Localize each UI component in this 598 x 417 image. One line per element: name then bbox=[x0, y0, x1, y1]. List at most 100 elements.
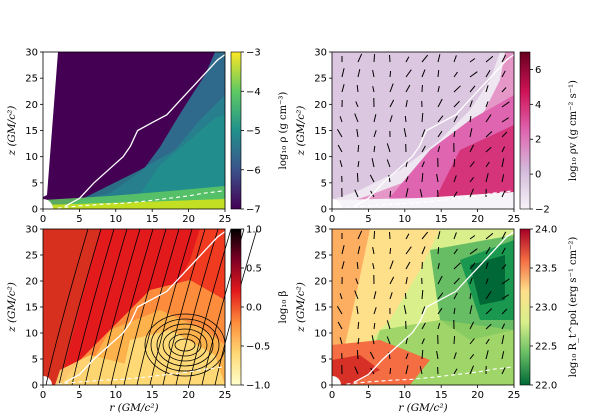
vector-arrow bbox=[437, 130, 443, 138]
vector-arrow bbox=[356, 172, 359, 183]
vector-arrow bbox=[421, 69, 426, 78]
colorbar-gradient bbox=[230, 228, 242, 386]
vector-arrow bbox=[356, 349, 359, 360]
vector-arrow bbox=[453, 71, 458, 78]
disk-contour-dashed bbox=[57, 190, 226, 209]
momentum-map bbox=[322, 52, 514, 219]
vector-arrow bbox=[485, 131, 493, 138]
vector-arrow bbox=[469, 144, 475, 153]
vector-arrow bbox=[405, 365, 409, 375]
vector-arrow bbox=[469, 128, 473, 138]
vector-arrow bbox=[485, 350, 489, 360]
vector-arrow bbox=[501, 278, 510, 285]
vector-arrow bbox=[373, 145, 376, 153]
vector-arrow bbox=[437, 98, 443, 108]
vector-arrow bbox=[421, 246, 426, 255]
vector-arrow bbox=[386, 143, 391, 153]
colorbar-tick-label: 2 bbox=[535, 135, 541, 146]
density-map bbox=[33, 52, 225, 219]
vector-field bbox=[336, 53, 510, 198]
vector-arrow bbox=[453, 352, 457, 360]
colorbar bbox=[519, 51, 531, 210]
y-tick-label: 10 bbox=[25, 152, 38, 163]
vector-arrow bbox=[405, 100, 408, 108]
vector-arrow bbox=[357, 230, 363, 240]
y-tick-label: 30 bbox=[314, 48, 327, 59]
vector-arrow bbox=[501, 190, 506, 198]
vector-arrow bbox=[501, 351, 505, 360]
vector-arrow bbox=[404, 115, 407, 123]
vector-arrow bbox=[339, 293, 343, 300]
vector-arrow bbox=[437, 115, 444, 123]
y-tick-label: 20 bbox=[25, 100, 38, 111]
field-line bbox=[175, 228, 219, 386]
colorbar-tick-label: 0.0 bbox=[246, 303, 262, 314]
y-tick-label: 0 bbox=[321, 381, 327, 392]
vector-field bbox=[336, 230, 510, 375]
field-line bbox=[110, 228, 154, 386]
x-tick-label: 25 bbox=[219, 390, 232, 401]
flux-map bbox=[323, 229, 514, 394]
field-loop bbox=[156, 323, 214, 367]
vector-arrow bbox=[356, 129, 359, 138]
vector-arrow bbox=[336, 129, 343, 138]
photosphere-contour-solid bbox=[353, 54, 515, 207]
x-axis-label: r (GM/c²) bbox=[398, 402, 447, 414]
y-tick-label: 30 bbox=[25, 225, 38, 236]
y-tick-label: 10 bbox=[314, 329, 327, 340]
panel-beta bbox=[34, 228, 258, 394]
x-tick-label: 10 bbox=[109, 390, 122, 401]
vector-arrow bbox=[501, 367, 506, 375]
y-tick-label: 0 bbox=[321, 205, 327, 216]
field-line bbox=[162, 228, 206, 386]
vector-arrow bbox=[501, 70, 506, 78]
vector-arrow bbox=[485, 101, 489, 108]
vector-arrow bbox=[373, 322, 376, 330]
vector-arrow bbox=[453, 248, 458, 255]
y-tick-label: 0 bbox=[32, 205, 38, 216]
vector-arrow bbox=[373, 291, 377, 300]
field-line bbox=[97, 228, 141, 386]
vector-arrow bbox=[372, 70, 375, 78]
x-tick-label: 5 bbox=[76, 390, 82, 401]
y-tick-label: 10 bbox=[314, 152, 327, 163]
field-loop bbox=[150, 318, 220, 372]
vector-arrow bbox=[437, 54, 441, 63]
x-tick-label: 20 bbox=[182, 390, 195, 401]
vector-arrow bbox=[357, 144, 360, 153]
vector-arrow bbox=[354, 366, 359, 375]
vector-arrow bbox=[453, 158, 456, 168]
y-tick-label: 15 bbox=[314, 126, 327, 137]
vector-arrow bbox=[341, 261, 345, 270]
vector-arrow bbox=[405, 188, 409, 198]
vector-arrow bbox=[501, 174, 505, 183]
x-tick-label: 15 bbox=[435, 390, 448, 401]
field-line bbox=[84, 228, 128, 386]
vector-arrow bbox=[355, 101, 359, 108]
vector-arrow bbox=[501, 158, 505, 168]
vector-arrow bbox=[337, 144, 343, 153]
vector-arrow bbox=[436, 174, 439, 183]
vector-arrow bbox=[421, 289, 424, 300]
vector-arrow bbox=[453, 100, 460, 108]
vector-arrow bbox=[453, 262, 461, 270]
y-axis-label: z (GM/c²) bbox=[6, 282, 18, 333]
vector-arrow bbox=[469, 176, 475, 183]
vector-arrow bbox=[469, 338, 475, 345]
y-tick-label: 15 bbox=[25, 303, 38, 314]
vector-arrow bbox=[485, 308, 493, 315]
vector-arrow bbox=[389, 115, 393, 123]
vector-arrow bbox=[453, 131, 456, 138]
colorbar-tick-label: −4 bbox=[246, 87, 261, 98]
vector-arrow bbox=[469, 161, 475, 168]
vector-arrow bbox=[354, 189, 359, 198]
vector-arrow bbox=[421, 54, 429, 63]
x-tick-label: 20 bbox=[471, 390, 484, 401]
vector-arrow bbox=[469, 321, 475, 330]
vector-arrow bbox=[469, 116, 472, 123]
x-tick-label: 25 bbox=[219, 214, 232, 225]
vector-arrow bbox=[501, 54, 507, 63]
vector-arrow bbox=[405, 56, 410, 63]
vector-arrow bbox=[485, 323, 492, 330]
colorbar-label: log₁₀ ρ (g cm⁻³) bbox=[278, 92, 289, 170]
